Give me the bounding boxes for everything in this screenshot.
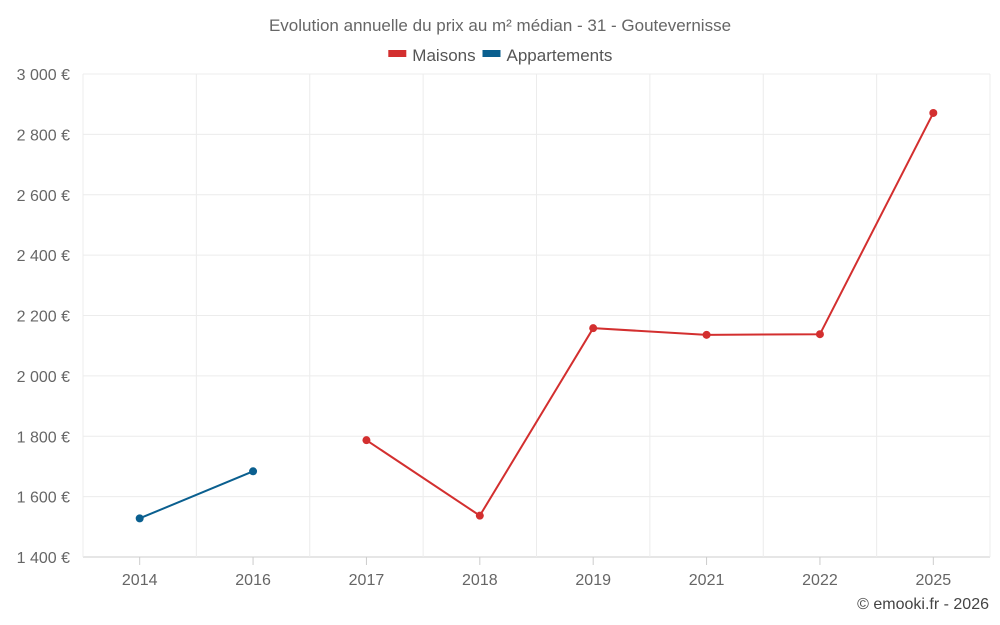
y-tick-label: 1 800 € bbox=[17, 429, 70, 446]
series-layer bbox=[135, 108, 938, 523]
grid bbox=[82, 73, 991, 558]
x-tick-label: 2017 bbox=[349, 572, 385, 589]
y-tick-label: 2 600 € bbox=[17, 188, 70, 205]
data-point-maisons bbox=[702, 330, 711, 339]
x-tick-label: 2021 bbox=[689, 572, 725, 589]
legend-swatch-appartements bbox=[482, 50, 501, 57]
data-point-maisons bbox=[929, 108, 938, 117]
x-tick-label: 2019 bbox=[575, 572, 611, 589]
data-point-maisons bbox=[362, 436, 371, 445]
x-tick-label: 2018 bbox=[462, 572, 498, 589]
data-point-maisons bbox=[815, 330, 824, 339]
x-axis: 2014 2016 2017 2018 2019 2021 2022 2025 bbox=[122, 557, 951, 589]
data-point-maisons bbox=[475, 511, 484, 520]
data-point-maisons bbox=[589, 324, 598, 333]
y-tick-label: 2 000 € bbox=[17, 369, 70, 386]
x-tick-label: 2016 bbox=[235, 572, 271, 589]
credit-text: © emooki.fr - 2026 bbox=[857, 596, 989, 613]
y-tick-label: 3 000 € bbox=[17, 67, 70, 84]
series-line-appartements bbox=[139, 470, 254, 520]
y-axis: 1 400 € 1 600 € 1 800 € 2 000 € 2 200 € 2 400… bbox=[17, 67, 70, 567]
x-tick-label: 2022 bbox=[802, 572, 838, 589]
data-point-appartements bbox=[249, 467, 258, 476]
x-tick-label: 2025 bbox=[916, 572, 952, 589]
data-point-appartements bbox=[135, 514, 144, 523]
series-line-maisons bbox=[365, 112, 935, 517]
y-tick-label: 2 200 € bbox=[17, 309, 70, 326]
chart-title: Evolution annuelle du prix au m² médian … bbox=[269, 16, 731, 35]
y-tick-label: 1 400 € bbox=[17, 550, 70, 567]
legend-label-maisons: Maisons bbox=[412, 46, 475, 65]
x-tick-label: 2014 bbox=[122, 572, 158, 589]
y-tick-label: 2 800 € bbox=[17, 127, 70, 144]
y-tick-label: 2 400 € bbox=[17, 248, 70, 265]
legend: Maisons Appartements bbox=[388, 46, 612, 65]
y-tick-label: 1 600 € bbox=[17, 490, 70, 507]
legend-swatch-maisons bbox=[388, 50, 407, 57]
legend-label-appartements: Appartements bbox=[507, 46, 613, 65]
